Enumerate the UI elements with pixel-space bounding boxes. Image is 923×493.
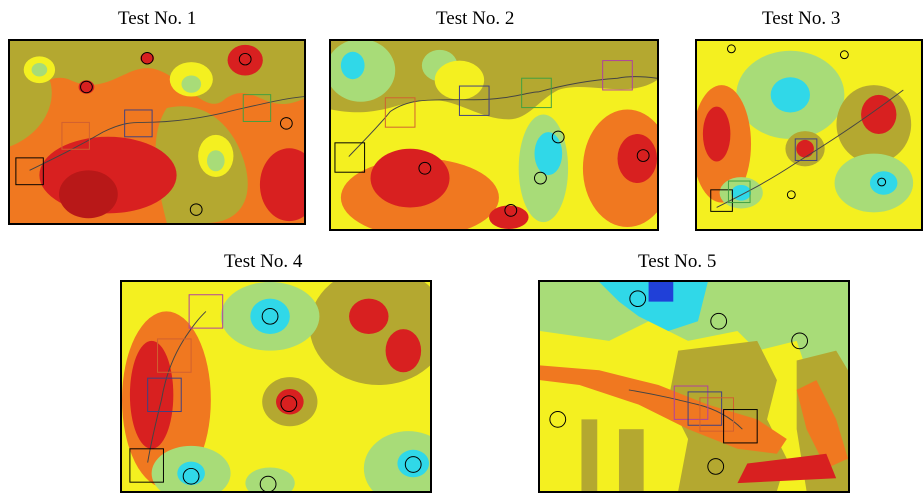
test-1-map: [8, 39, 306, 225]
test-3-title: Test No. 3: [762, 8, 841, 29]
test-5-map: [538, 280, 850, 493]
test-4-title: Test No. 4: [224, 251, 303, 272]
test-4-map: [120, 280, 432, 493]
test-2-map: [329, 39, 659, 231]
test-1-title: Test No. 1: [118, 8, 197, 29]
test-5-title: Test No. 5: [638, 251, 717, 272]
test-3-map: [695, 39, 923, 231]
test-2-title: Test No. 2: [436, 8, 515, 29]
